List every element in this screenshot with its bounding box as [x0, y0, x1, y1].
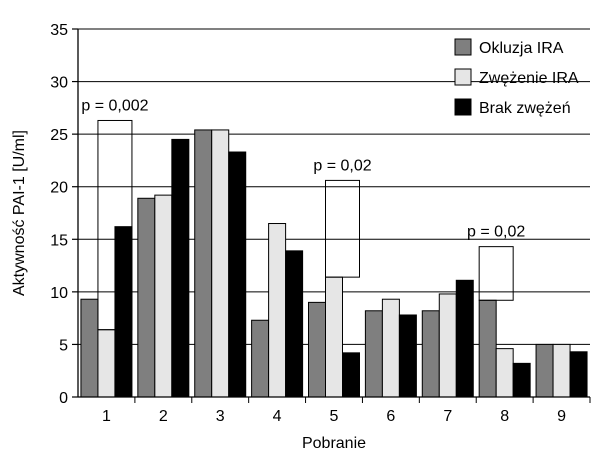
bar — [478, 299, 497, 398]
bar — [325, 276, 343, 398]
legend-label: Zwężenie IRA — [479, 70, 579, 87]
significance-brackets: p = 0,002 p = 0,02 p = 0,02 — [81, 97, 525, 331]
x-tick-label: 9 — [557, 408, 566, 425]
bar — [455, 279, 474, 398]
bar — [251, 319, 270, 398]
x-tick-label: 8 — [500, 408, 509, 425]
bar — [285, 250, 304, 398]
x-tick-label: 1 — [102, 408, 111, 425]
significance-bracket — [478, 246, 514, 301]
y-tick-label: 5 — [59, 337, 68, 354]
x-tick-label: 6 — [386, 408, 395, 425]
y-tick-label: 30 — [50, 75, 68, 92]
bar — [308, 301, 326, 398]
y-tick-label: 20 — [50, 180, 68, 197]
bar — [495, 348, 514, 398]
y-tick-label: 0 — [59, 390, 68, 407]
bar — [194, 129, 213, 398]
axes — [72, 28, 591, 403]
legend-swatch — [454, 68, 472, 86]
bar — [381, 298, 400, 398]
bar — [137, 197, 156, 398]
bar — [171, 138, 190, 398]
x-axis-label: Pobranie — [302, 435, 366, 452]
bar — [552, 343, 571, 398]
y-tick-label: 25 — [50, 127, 68, 144]
bar — [342, 352, 360, 398]
y-tick-labels: 0 5 10 15 20 25 30 35 — [50, 22, 68, 407]
p-value-annotation: p = 0,02 — [467, 224, 525, 241]
bar — [114, 226, 133, 398]
x-tick-label: 3 — [216, 408, 225, 425]
bar — [364, 310, 383, 398]
bar — [80, 298, 99, 398]
bar — [97, 329, 116, 398]
x-tick-label: 7 — [443, 408, 452, 425]
y-tick-label: 35 — [50, 22, 68, 39]
significance-bracket — [325, 179, 360, 278]
x-tick-label: 4 — [273, 408, 282, 425]
bar — [512, 362, 531, 398]
bar — [421, 310, 440, 398]
legend-label: Okluzja IRA — [479, 40, 564, 57]
bar — [268, 223, 287, 398]
legend-label: Brak zwężeń — [479, 100, 571, 117]
y-tick-label: 10 — [50, 285, 68, 302]
x-tick-label: 5 — [330, 408, 339, 425]
x-tick-label: 2 — [159, 408, 168, 425]
legend-swatch — [454, 98, 472, 116]
bar — [211, 129, 230, 398]
y-axis-label: Aktywność PAI-1 [U/ml] — [11, 130, 28, 296]
bar — [569, 351, 588, 398]
bar — [154, 194, 173, 398]
x-tick-labels: 1 2 3 4 5 6 7 8 9 — [102, 408, 566, 425]
legend-swatch — [454, 38, 472, 56]
bar — [398, 314, 417, 398]
bar — [438, 293, 457, 398]
significance-bracket — [97, 119, 133, 331]
bars — [80, 129, 588, 398]
p-value-annotation: p = 0,002 — [81, 97, 148, 114]
legend: Okluzja IRA Zwężenie IRA Brak zwężeń — [454, 38, 579, 117]
bar — [228, 151, 247, 398]
bar — [535, 343, 554, 398]
p-value-annotation: p = 0,02 — [313, 157, 371, 174]
y-tick-label: 15 — [50, 232, 68, 249]
